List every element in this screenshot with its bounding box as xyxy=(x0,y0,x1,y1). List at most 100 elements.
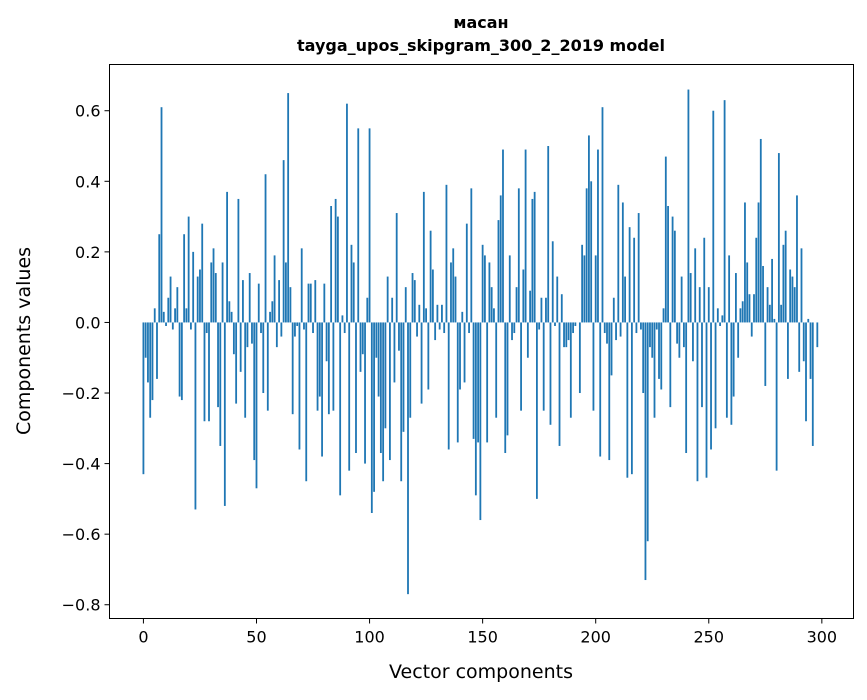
bar xyxy=(222,262,224,322)
bar xyxy=(746,262,748,322)
bar xyxy=(658,322,660,378)
bar xyxy=(396,213,398,322)
bar xyxy=(326,322,328,361)
y-axis-ticks: −0.8−0.6−0.4−0.20.00.20.40.6 xyxy=(62,102,110,615)
bar xyxy=(305,322,307,481)
bar xyxy=(708,287,710,322)
bar xyxy=(464,322,466,382)
bar xyxy=(681,277,683,323)
bar xyxy=(498,220,500,322)
bar xyxy=(389,322,391,460)
bar xyxy=(321,322,323,456)
bar xyxy=(482,245,484,323)
bar xyxy=(504,322,506,453)
bar xyxy=(613,298,615,323)
bar xyxy=(753,294,755,322)
bar xyxy=(292,322,294,414)
bar xyxy=(335,199,337,323)
bar xyxy=(371,322,373,513)
bar xyxy=(351,245,353,323)
bar xyxy=(697,322,699,481)
bar xyxy=(375,322,377,357)
bar xyxy=(669,322,671,407)
bar xyxy=(323,284,325,323)
bar xyxy=(296,322,298,326)
bar xyxy=(213,248,215,322)
bar xyxy=(667,206,669,322)
x-tick-label: 200 xyxy=(580,628,611,647)
bar xyxy=(271,301,273,322)
bar xyxy=(531,199,533,323)
bar xyxy=(588,135,590,322)
bar xyxy=(310,284,312,323)
bar xyxy=(665,157,667,323)
bar xyxy=(156,322,158,378)
bar xyxy=(400,322,402,481)
bar xyxy=(660,322,662,389)
bar xyxy=(706,322,708,477)
bar xyxy=(685,322,687,453)
bar xyxy=(583,255,585,322)
bar xyxy=(624,277,626,323)
bar xyxy=(149,322,151,417)
bar xyxy=(387,277,389,323)
bar xyxy=(154,308,156,322)
bar xyxy=(283,160,285,322)
bar xyxy=(290,287,292,322)
y-axis-label: Components values xyxy=(13,247,35,435)
bar xyxy=(152,322,154,400)
bar xyxy=(688,90,690,323)
bar xyxy=(244,322,246,417)
x-tick-label: 0 xyxy=(138,628,148,647)
bar xyxy=(703,238,705,323)
bar xyxy=(226,192,228,323)
bar xyxy=(572,322,574,333)
bar xyxy=(769,305,771,323)
y-tick-label: 0.0 xyxy=(75,313,100,332)
bar xyxy=(712,111,714,323)
bar xyxy=(534,192,536,323)
bar xyxy=(466,224,468,323)
bar xyxy=(518,188,520,322)
bar xyxy=(629,227,631,322)
bar xyxy=(602,107,604,322)
bar xyxy=(649,322,651,347)
y-tick-label: −0.8 xyxy=(62,596,101,615)
bar xyxy=(640,322,642,329)
bar xyxy=(299,322,301,449)
bar xyxy=(749,294,751,322)
x-tick-label: 50 xyxy=(246,628,266,647)
chart-title: масан xyxy=(453,13,508,32)
bar xyxy=(735,273,737,322)
bar xyxy=(450,262,452,322)
bar xyxy=(192,252,194,323)
bar xyxy=(511,322,513,340)
bar xyxy=(803,322,805,361)
bar xyxy=(416,322,418,336)
bar xyxy=(405,287,407,322)
bar xyxy=(224,322,226,505)
y-tick-label: −0.4 xyxy=(62,455,101,474)
bar xyxy=(468,322,470,333)
bar xyxy=(489,262,491,322)
bar xyxy=(427,322,429,389)
bar xyxy=(812,322,814,446)
bar xyxy=(364,322,366,463)
bar xyxy=(570,322,572,417)
bar xyxy=(776,322,778,470)
y-tick-label: 0.6 xyxy=(75,102,100,121)
bar xyxy=(301,248,303,322)
bar xyxy=(163,312,165,323)
bar xyxy=(719,322,721,326)
bar xyxy=(785,231,787,323)
bar xyxy=(403,322,405,431)
bar xyxy=(520,322,522,410)
y-tick-label: 0.4 xyxy=(75,172,100,191)
bar xyxy=(717,308,719,322)
bar xyxy=(604,322,606,333)
bar xyxy=(452,248,454,322)
bar xyxy=(778,153,780,322)
bar xyxy=(692,322,694,361)
bar xyxy=(265,174,267,322)
bar xyxy=(509,255,511,322)
